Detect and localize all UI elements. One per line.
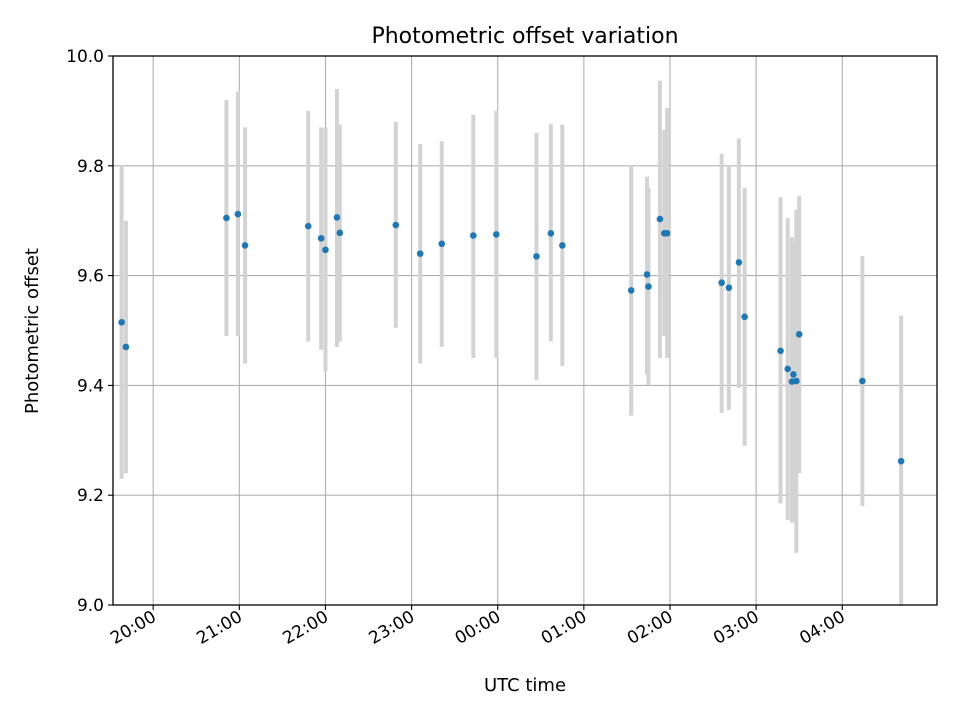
data-point — [790, 371, 797, 378]
data-point — [718, 279, 725, 287]
data-point — [735, 259, 743, 266]
data-point — [547, 230, 555, 237]
y-tick-label: 9.4 — [77, 376, 104, 396]
data-point — [392, 221, 400, 229]
data-point — [241, 242, 249, 249]
data-point — [627, 287, 635, 294]
data-point — [645, 283, 652, 290]
y-tick-label: 10.0 — [66, 47, 104, 67]
data-point — [793, 377, 800, 385]
data-point — [470, 232, 477, 239]
data-point — [322, 246, 329, 254]
data-point — [784, 365, 792, 373]
data-point — [533, 253, 540, 260]
data-point — [492, 231, 500, 238]
plot-frame — [112, 55, 938, 606]
y-tick-label: 9.6 — [77, 267, 104, 287]
data-point — [416, 250, 424, 257]
y-axis-label: Photometric offset — [22, 248, 43, 414]
chart-title: Photometric offset variation — [371, 24, 678, 49]
data-point — [304, 222, 312, 230]
data-point — [656, 215, 664, 223]
data-point — [643, 271, 651, 278]
data-points — [118, 210, 905, 465]
data-point — [122, 343, 130, 351]
y-tick-label: 9.8 — [77, 157, 104, 177]
data-point — [336, 229, 344, 237]
x-axis-label: UTC time — [484, 675, 566, 696]
data-point — [859, 377, 866, 385]
data-point — [234, 210, 242, 218]
data-point — [795, 331, 803, 338]
data-point — [897, 457, 905, 465]
data-point — [777, 347, 784, 355]
data-point — [559, 242, 566, 249]
data-point — [317, 234, 325, 242]
data-point — [333, 214, 341, 221]
y-tick-label: 9.0 — [77, 596, 104, 616]
data-point — [741, 313, 748, 321]
data-point — [223, 214, 230, 222]
data-point — [663, 230, 671, 237]
y-tick-label: 9.2 — [77, 486, 104, 506]
data-point — [725, 284, 733, 291]
data-point — [118, 318, 125, 326]
data-point — [438, 240, 446, 248]
